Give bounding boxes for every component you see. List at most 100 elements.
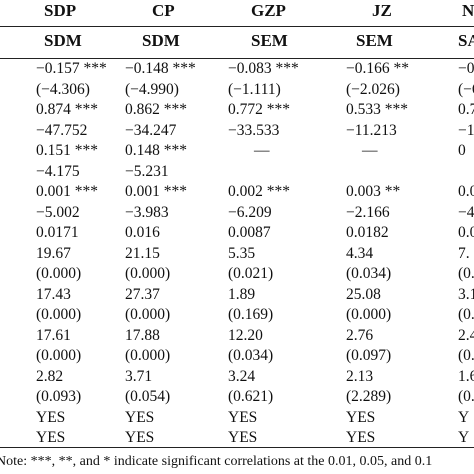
table-cell: 0.0087 <box>228 224 271 241</box>
column-header-jz: JZ <box>372 1 392 20</box>
table-row: 0.151 *** 0.148 *** — — 0 <box>0 140 474 162</box>
table-cell: −34.247 <box>125 121 177 139</box>
table-row: (0.000) (0.000) (0.021) (0.034) (0.0 <box>0 263 474 285</box>
table-cell: (0.621) <box>228 388 274 405</box>
table-row: −0.157 *** −0.148 *** −0.083 *** −0.166 ** −… <box>0 58 474 80</box>
table-cell: (0.0 <box>458 265 474 282</box>
table-row: (−4.306) (−4.990) (−1.111) (−2.026) (−6 <box>0 79 474 101</box>
table-cell: 2.13 <box>346 367 374 385</box>
table-cell: (−6 <box>458 80 474 98</box>
table-cell: 0.002 *** <box>228 183 290 200</box>
table-row: YES YES YES YES Y <box>0 407 474 429</box>
table-cell: −0.166 ** <box>346 60 409 77</box>
table-cell: 2.76 <box>346 326 374 344</box>
table-cell: 0.016 <box>125 224 160 241</box>
table-cell: 21.15 <box>125 244 160 262</box>
table-cell: 0.001 *** <box>125 183 187 200</box>
table-row: (0.000) (0.000) (0.034) (0.097) (0.1 <box>0 345 474 367</box>
table-cell: −18 <box>458 121 474 139</box>
table-cell: Y <box>458 408 470 426</box>
table-cell: (0.0 <box>458 306 474 323</box>
table-cell: YES <box>228 429 258 446</box>
table-cell: (−4.306) <box>36 80 90 98</box>
bottom-rule <box>0 447 474 448</box>
table-cell: (0.021) <box>228 265 274 282</box>
table-row: (0.093) (0.054) (0.621) (2.289) (0.1 <box>0 386 474 408</box>
table-cell: (0.000) <box>125 306 171 323</box>
table-cell: 1.89 <box>228 285 256 303</box>
table-cell: 0.0 <box>458 224 474 241</box>
table-cell: 0.862 *** <box>125 101 187 118</box>
column-header-cp: CP <box>152 1 175 20</box>
table-cell: 17.43 <box>36 285 71 303</box>
table-cell: 19.67 <box>36 244 71 262</box>
table-cell: YES <box>36 429 66 446</box>
table-cell: 0.151 *** <box>36 142 98 159</box>
table-cell: (0.097) <box>346 347 392 364</box>
table-cell: 12.20 <box>228 326 263 344</box>
table-cell: YES <box>125 408 155 426</box>
table-row: 17.43 27.37 1.89 25.08 3.1 <box>0 284 474 306</box>
table-cell: YES <box>228 408 258 426</box>
table-cell: 17.88 <box>125 326 160 344</box>
table-cell: (0.054) <box>125 388 171 405</box>
table-row: −47.752 −34.247 −33.533 −11.213 −18 <box>0 120 474 142</box>
table-cell: −33.533 <box>228 121 280 139</box>
table-note: Note: ***, **, and * indicate significan… <box>0 454 433 469</box>
table-cell: 3.1 <box>458 285 474 303</box>
table-row: 17.61 17.88 12.20 2.76 2.4 <box>0 325 474 347</box>
table-cell: −5.231 <box>125 162 169 180</box>
table-cell: YES <box>125 429 155 446</box>
table-cell: — <box>362 142 378 159</box>
table-row: 0.874 *** 0.862 *** 0.772 *** 0.533 *** 0.77 <box>0 99 474 121</box>
table-cell: −6.209 <box>228 203 272 221</box>
table-row: 0.001 *** 0.001 *** 0.002 *** 0.003 ** 0.0 <box>0 181 474 203</box>
table-cell: (−2.026) <box>346 80 400 98</box>
table-cell: (0.034) <box>228 347 274 364</box>
table-cell: 2.82 <box>36 367 64 385</box>
table-cell: 27.37 <box>125 285 160 303</box>
table-cell: 4.34 <box>346 244 374 262</box>
column-header-sdp: SDP <box>44 1 77 20</box>
table-cell: (−4.990) <box>125 80 179 98</box>
table-cell: 0.003 ** <box>346 183 401 200</box>
model-type-row: SDM SDM SEM SEM SA <box>0 30 474 52</box>
table-cell: YES <box>36 408 66 426</box>
table-cell: (0.000) <box>346 306 392 323</box>
table-cell: −4. <box>458 203 474 221</box>
table-cell: (0.000) <box>36 347 82 364</box>
model-rule <box>0 58 474 59</box>
column-header-n: N <box>462 1 474 20</box>
table-cell: 0 <box>458 142 466 159</box>
table-cell: 0.874 *** <box>36 101 98 118</box>
table-cell: (0.000) <box>36 265 82 282</box>
table-row: (0.000) (0.000) (0.169) (0.000) (0.0 <box>0 304 474 326</box>
header-rule <box>0 26 474 27</box>
table-cell: −0.157 *** <box>36 60 107 77</box>
table-cell: (−1.111) <box>228 80 281 98</box>
table-cell: 2.4 <box>458 326 474 344</box>
table-row: 2.82 3.71 3.24 2.13 1.6 <box>0 366 474 388</box>
table-row: −5.002 −3.983 −6.209 −2.166 −4. <box>0 202 474 224</box>
table-cell: 0.0182 <box>346 224 389 241</box>
table-cell: −3.983 <box>125 203 169 221</box>
table-cell: (0.1 <box>458 388 474 405</box>
column-header-row: SDP CP GZP JZ N <box>0 0 474 22</box>
table-cell: 17.61 <box>36 326 71 344</box>
table-cell: 0.772 *** <box>228 101 290 118</box>
table-cell: 3.71 <box>125 367 153 385</box>
table-cell: −11.213 <box>346 121 397 139</box>
table-row: 19.67 21.15 5.35 4.34 7. <box>0 243 474 265</box>
model-type-sdp: SDM <box>44 31 82 50</box>
table-cell: (0.169) <box>228 306 274 323</box>
table-cell: −47.752 <box>36 121 88 139</box>
table-cell: — <box>254 142 270 159</box>
table-cell: Y <box>458 429 470 446</box>
table-cell: −0.2 <box>458 60 474 77</box>
table-cell: 0.533 *** <box>346 101 408 118</box>
table-cell: 0.001 *** <box>36 183 98 200</box>
table-cell: 1.6 <box>458 367 474 385</box>
table-cell: (0.093) <box>36 388 82 405</box>
table-cell: 0.77 <box>458 101 474 118</box>
table-cell: 25.08 <box>346 285 381 303</box>
